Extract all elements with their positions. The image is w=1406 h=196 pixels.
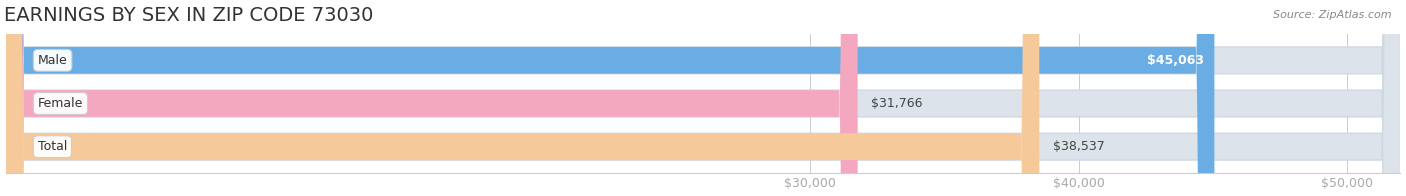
Text: $38,537: $38,537 <box>1053 140 1105 153</box>
Text: Male: Male <box>38 54 67 67</box>
Text: $31,766: $31,766 <box>872 97 922 110</box>
FancyBboxPatch shape <box>6 0 1039 196</box>
Text: Total: Total <box>38 140 67 153</box>
Text: Female: Female <box>38 97 83 110</box>
FancyBboxPatch shape <box>6 0 1215 196</box>
FancyBboxPatch shape <box>6 0 1400 196</box>
FancyBboxPatch shape <box>6 0 1400 196</box>
Text: Source: ZipAtlas.com: Source: ZipAtlas.com <box>1274 10 1392 20</box>
Text: $45,063: $45,063 <box>1147 54 1204 67</box>
FancyBboxPatch shape <box>6 0 1400 196</box>
Text: EARNINGS BY SEX IN ZIP CODE 73030: EARNINGS BY SEX IN ZIP CODE 73030 <box>4 5 374 24</box>
FancyBboxPatch shape <box>6 0 858 196</box>
